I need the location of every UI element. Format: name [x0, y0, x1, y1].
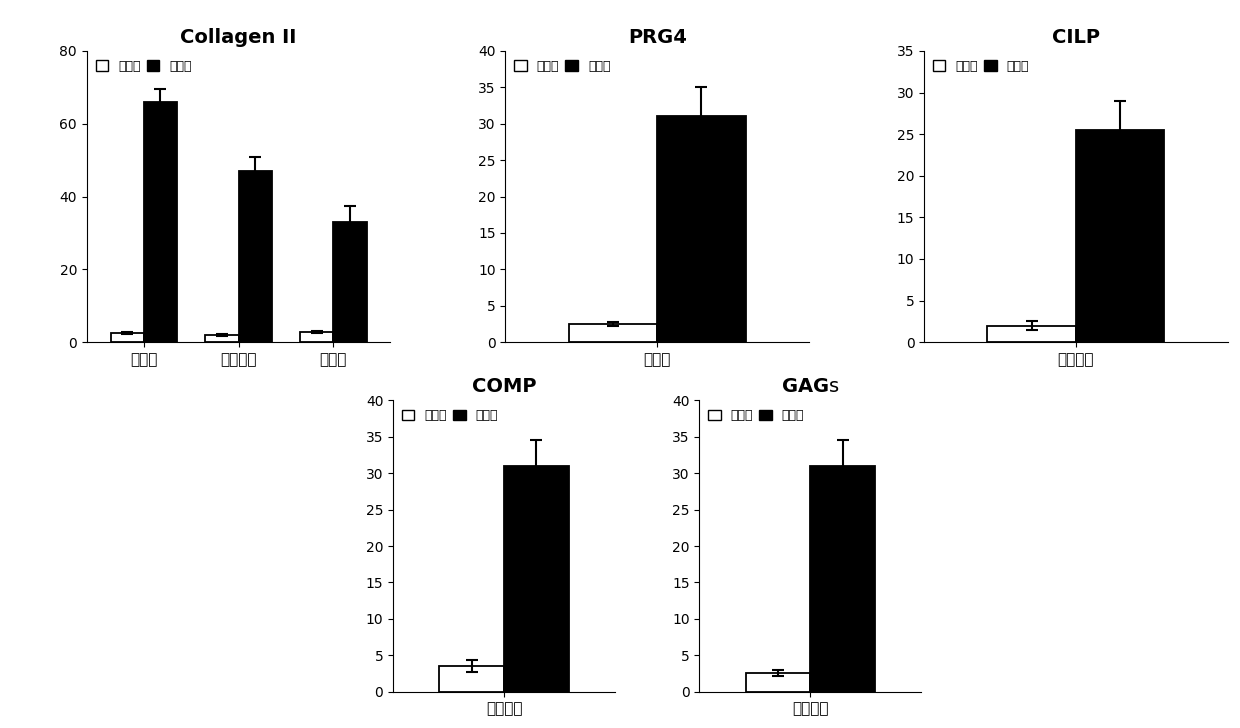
Legend: 对照组, 实验组: 对照组, 实验组: [93, 58, 195, 75]
Bar: [300, 332, 334, 342]
Bar: [987, 325, 1076, 342]
Bar: [503, 466, 569, 692]
Legend: 对照组, 实验组: 对照组, 实验组: [706, 407, 807, 424]
Bar: [1076, 130, 1164, 342]
Bar: [569, 324, 657, 342]
Bar: [206, 335, 238, 342]
Bar: [238, 171, 272, 342]
Legend: 对照组, 实验组: 对照组, 实验组: [512, 58, 613, 75]
Bar: [811, 466, 875, 692]
Legend: 对照组, 实验组: 对照组, 实验组: [930, 58, 1032, 75]
Bar: [745, 673, 811, 692]
Title: Collagen II: Collagen II: [180, 28, 296, 47]
Title: CILP: CILP: [1052, 28, 1100, 47]
Bar: [144, 102, 177, 342]
Bar: [334, 222, 367, 342]
Legend: 对照组, 实验组: 对照组, 实验组: [399, 407, 501, 424]
Bar: [657, 116, 745, 342]
Title: PRG4: PRG4: [627, 28, 687, 47]
Title: GAG$\mathsf{s}$: GAG$\mathsf{s}$: [781, 377, 839, 396]
Bar: [439, 666, 503, 692]
Bar: [110, 333, 144, 342]
Title: COMP: COMP: [471, 377, 537, 396]
